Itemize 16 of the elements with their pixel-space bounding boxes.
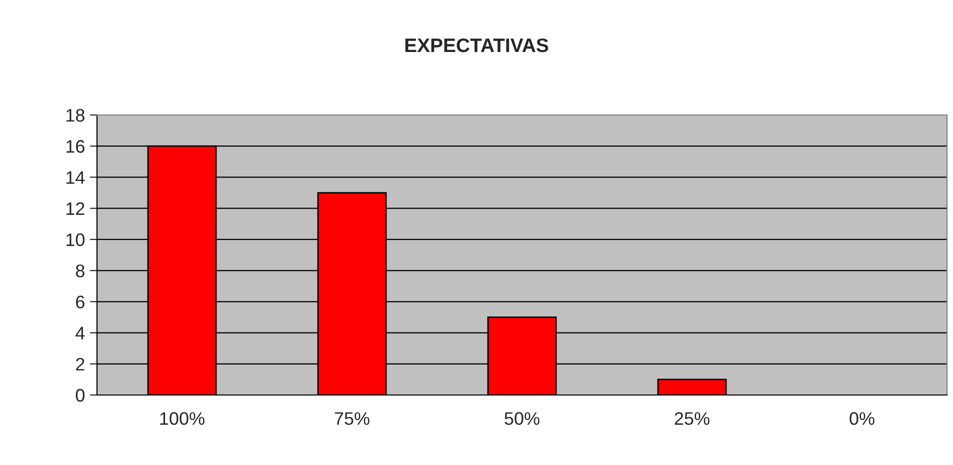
y-tick-label: 2 <box>76 358 84 370</box>
y-tick-label: 14 <box>66 171 85 184</box>
chart-title: EXPECTATIVAS <box>405 38 548 52</box>
y-tick-label: 8 <box>76 264 84 278</box>
y-tick-label: 10 <box>66 233 84 246</box>
x-tick-label: 25% <box>674 412 710 425</box>
x-tick-label: 0% <box>850 412 874 425</box>
y-tick-label: 4 <box>76 326 85 340</box>
x-tick-label: 100% <box>160 412 204 425</box>
y-tick-label: 18 <box>66 108 84 122</box>
y-tick-label: 6 <box>76 296 84 308</box>
x-tick-label: 75% <box>334 412 370 425</box>
y-tick-label: 0 <box>76 388 84 402</box>
y-tick-label: 16 <box>66 140 84 153</box>
y-tick-label: 12 <box>66 202 84 215</box>
x-tick-label: 50% <box>504 412 540 425</box>
